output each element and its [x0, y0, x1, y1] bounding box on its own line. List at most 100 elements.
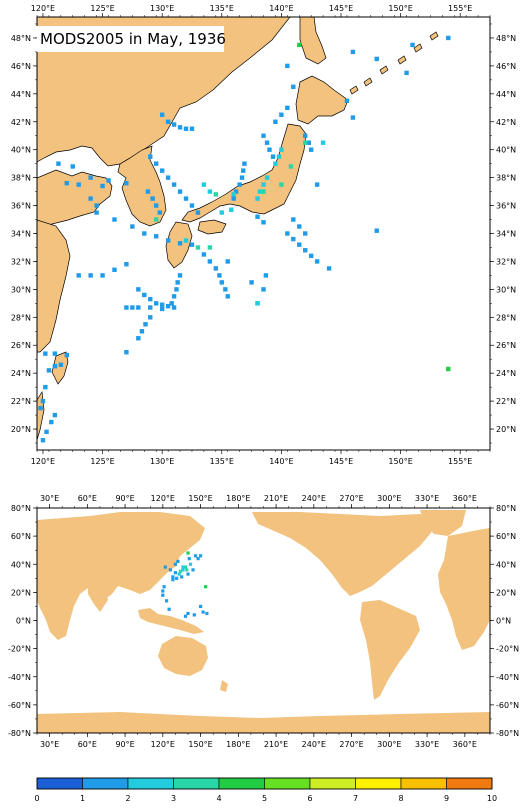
- observation-cell: [263, 273, 269, 278]
- lat-tick-label-right: 26°N: [496, 341, 516, 350]
- observation-cell: [165, 599, 169, 603]
- lon-tick-label-bottom: 145°E: [329, 457, 353, 466]
- observation-cell: [159, 302, 165, 307]
- observation-cell: [183, 565, 188, 569]
- observation-cell: [237, 182, 242, 187]
- observation-cell: [124, 305, 129, 310]
- observation-cell: [270, 154, 276, 159]
- observation-cell: [177, 241, 183, 246]
- observation-cell: [143, 322, 148, 327]
- observation-cell: [165, 175, 171, 180]
- lat-tick-label-left: 60°N: [11, 532, 31, 541]
- observation-cell: [154, 161, 159, 166]
- observation-cell: [204, 585, 208, 589]
- observation-cell: [139, 329, 145, 334]
- colorbar-frame: [36, 777, 493, 790]
- observation-cell: [171, 305, 177, 310]
- observation-cell: [205, 611, 209, 616]
- colorbar-segment: [82, 777, 129, 790]
- observation-cell: [279, 182, 284, 187]
- observation-cell: [88, 175, 93, 180]
- observation-cell: [207, 189, 213, 194]
- lon-tick-label-top: 145°E: [329, 4, 353, 13]
- observation-cell: [195, 210, 201, 215]
- observation-cell: [255, 196, 260, 201]
- lat-tick-label-right: 34°N: [496, 230, 516, 239]
- observation-cell: [56, 161, 61, 166]
- observation-cell: [198, 604, 203, 609]
- observation-cell: [159, 112, 165, 117]
- observation-cell: [297, 242, 302, 247]
- observation-cell: [100, 273, 105, 278]
- lon-tick-label-bottom: 180°E: [226, 740, 250, 749]
- lon-tick-label-top: 270°E: [339, 494, 363, 503]
- lon-tick-label-bottom: 270°E: [339, 740, 363, 749]
- map-title-background: [36, 26, 224, 52]
- observation-cell: [264, 175, 270, 180]
- observation-cell: [148, 315, 153, 320]
- observation-cell: [165, 238, 171, 243]
- lat-tick-label-left: -60°N: [8, 701, 31, 710]
- observation-cell: [219, 280, 224, 285]
- china-coast-south: [37, 219, 71, 353]
- observation-cell: [297, 224, 302, 229]
- observation-cell: [174, 287, 179, 292]
- lon-tick-label-top: 240°E: [302, 494, 326, 503]
- observation-cell: [261, 133, 266, 138]
- colorbar-label: 6: [307, 794, 312, 803]
- observation-cell: [46, 368, 52, 373]
- observation-cell: [171, 578, 175, 582]
- observation-cell: [261, 182, 266, 187]
- lon-tick-label-bottom: 330°E: [415, 740, 439, 749]
- lon-tick-label-bottom: 135°E: [210, 457, 234, 466]
- lat-tick-label-right: 24°N: [496, 369, 516, 378]
- observation-cell: [261, 189, 266, 194]
- observation-cell: [404, 70, 409, 76]
- colorbar-label: 2: [125, 794, 130, 803]
- lat-tick-label-right: -20°N: [496, 645, 519, 654]
- observation-cell: [303, 140, 308, 145]
- observation-cell: [154, 203, 159, 208]
- lat-tick-label-left: 20°N: [11, 588, 31, 597]
- observation-cell: [58, 362, 64, 367]
- taiwan: [51, 351, 69, 385]
- observation-cell: [175, 576, 179, 580]
- observation-cell: [145, 189, 151, 194]
- lat-tick-label-left: 22°N: [11, 397, 31, 406]
- lat-tick-label-left: 80°N: [11, 504, 31, 513]
- observation-cell: [168, 568, 172, 572]
- observation-cell: [303, 133, 308, 138]
- observation-cell: [241, 168, 246, 173]
- observation-cell: [344, 98, 350, 104]
- colorbar-label: 0: [34, 794, 39, 803]
- map-title: MODS2005 in May, 1936: [40, 30, 226, 48]
- colorbar-label: 4: [216, 794, 221, 803]
- observation-cell: [64, 181, 70, 186]
- colorbar-segment: [355, 777, 402, 790]
- observation-cell: [231, 192, 236, 197]
- observation-cell: [276, 154, 282, 159]
- observation-cell: [273, 161, 278, 166]
- colorbar-segment: [446, 777, 493, 790]
- global-map: 30°E 30°E 60°E 60°E 90°E 90°E 120°E 120°E 150°E 1…: [8, 494, 519, 749]
- lon-tick-label-bottom: 155°E: [448, 457, 472, 466]
- observation-cell: [183, 196, 189, 201]
- colorbar-label: 5: [262, 794, 267, 803]
- observation-cell: [76, 182, 81, 187]
- observation-cell: [106, 178, 111, 183]
- global-land-layer: [37, 510, 490, 733]
- observation-cell: [196, 557, 200, 561]
- lon-tick-label-bottom: 130°E: [150, 457, 174, 466]
- observation-cell: [124, 181, 129, 186]
- observation-cell: [177, 125, 183, 130]
- observation-cell: [446, 366, 451, 372]
- observation-cell: [314, 259, 320, 264]
- observation-cell: [285, 105, 290, 110]
- observation-cell: [177, 189, 183, 194]
- observation-cell: [219, 210, 224, 215]
- lon-tick-label-top: 360°E: [453, 494, 477, 503]
- lon-tick-label-bottom: 140°E: [269, 457, 293, 466]
- observation-cell: [88, 273, 93, 278]
- observation-cell: [157, 210, 162, 215]
